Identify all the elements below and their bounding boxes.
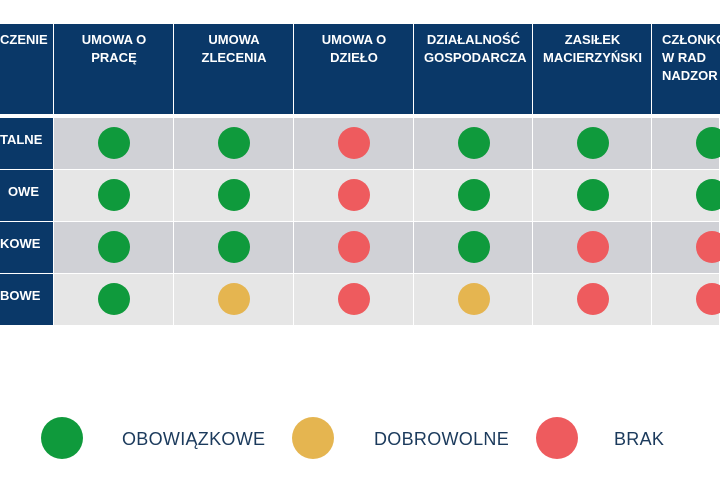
status-dot-obowiazkowe <box>218 231 250 263</box>
status-dot-obowiazkowe <box>457 179 490 211</box>
table-cell <box>294 274 413 325</box>
table-cell <box>414 274 532 325</box>
header-separator <box>53 24 54 114</box>
table-cell <box>54 118 173 169</box>
table-cell <box>294 170 413 221</box>
status-dot-obowiazkowe <box>98 179 130 211</box>
column-header-2: UMOWA ZLECENIA <box>174 24 294 114</box>
row-label-2: KOWE <box>0 222 53 273</box>
table-cell <box>54 170 173 221</box>
status-dot-obowiazkowe <box>696 127 720 159</box>
status-dot-brak <box>338 127 370 159</box>
table-cell <box>174 170 293 221</box>
status-dot-obowiazkowe <box>576 127 609 159</box>
table-cell <box>54 222 173 273</box>
status-dot-brak <box>338 231 370 263</box>
table-cell <box>533 118 651 169</box>
row-label-3: BOWE <box>0 274 53 325</box>
row-label-1: OWE <box>0 170 53 221</box>
status-dot-brak <box>338 179 370 211</box>
table-cell <box>294 118 413 169</box>
legend-dot-brak <box>536 417 578 459</box>
legend-label-brak: BRAK <box>614 429 665 449</box>
legend-dot-dobrowolne <box>292 417 334 459</box>
status-dot-obowiazkowe <box>98 127 130 159</box>
table-cell <box>652 222 720 273</box>
status-dot-obowiazkowe <box>457 231 490 263</box>
table-cell <box>533 170 651 221</box>
table-cell <box>533 274 651 325</box>
table-cell <box>652 170 720 221</box>
table-cell <box>414 118 532 169</box>
status-dot-obowiazkowe <box>696 179 720 211</box>
header-separator <box>651 24 652 114</box>
table-cell <box>652 274 720 325</box>
header-separator <box>532 24 533 114</box>
status-dot-obowiazkowe <box>218 179 250 211</box>
table-cell <box>652 118 720 169</box>
table-cell <box>414 170 532 221</box>
status-dot-brak <box>576 231 609 263</box>
table-cell <box>414 222 532 273</box>
column-header-0: CZENIE <box>0 24 53 114</box>
status-dot-brak <box>338 283 370 315</box>
legend-label-obowiazkowe: OBOWIĄZKOWE <box>122 429 266 449</box>
table-cell <box>174 118 293 169</box>
column-header-3: UMOWA O DZIEŁO <box>294 24 414 114</box>
status-dot-brak <box>696 231 720 263</box>
column-header-1: UMOWA O PRACĘ <box>54 24 174 114</box>
column-header-6: CZŁONKO W RAD NADZOR <box>652 24 720 114</box>
table-cell <box>294 222 413 273</box>
column-header-5: ZASIŁEK MACIERZYŃSKI <box>533 24 652 114</box>
column-header-4: DZIAŁALNOŚĆ GOSPODARCZA <box>414 24 533 114</box>
header-separator <box>173 24 174 114</box>
status-dot-obowiazkowe <box>457 127 490 159</box>
table-cell <box>54 274 173 325</box>
status-dot-dobrowolne <box>218 283 250 315</box>
status-dot-dobrowolne <box>457 283 490 315</box>
table-cell <box>174 222 293 273</box>
status-dot-brak <box>576 283 609 315</box>
status-dot-brak <box>696 283 720 315</box>
header-separator <box>413 24 414 114</box>
legend-dot-obowiazkowe <box>41 417 83 459</box>
status-dot-obowiazkowe <box>98 231 130 263</box>
legend-label-dobrowolne: DOBROWOLNE <box>374 429 510 449</box>
table-cell <box>533 222 651 273</box>
status-dot-obowiazkowe <box>98 283 130 315</box>
status-dot-obowiazkowe <box>218 127 250 159</box>
table-cell <box>174 274 293 325</box>
row-label-0: TALNE <box>0 118 53 169</box>
status-dot-obowiazkowe <box>576 179 609 211</box>
header-separator <box>293 24 294 114</box>
